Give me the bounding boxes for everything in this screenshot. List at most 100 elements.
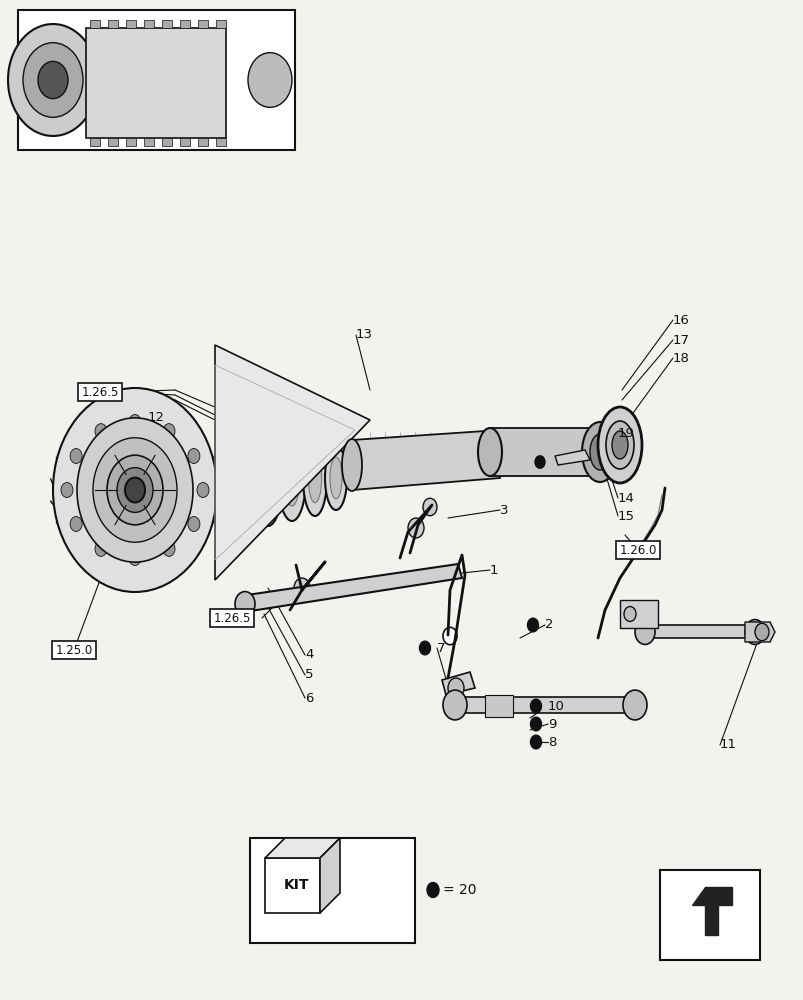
Ellipse shape: [324, 446, 347, 510]
Ellipse shape: [303, 440, 327, 516]
Bar: [180, 20, 190, 28]
Text: 1.25.0: 1.25.0: [55, 644, 92, 656]
Circle shape: [117, 468, 153, 512]
Polygon shape: [744, 622, 774, 642]
Polygon shape: [454, 697, 634, 713]
Bar: [216, 20, 226, 28]
Circle shape: [163, 541, 175, 556]
Text: 13: 13: [356, 328, 373, 342]
Text: 3: 3: [499, 504, 507, 516]
Circle shape: [530, 717, 541, 731]
Bar: [126, 138, 136, 146]
Circle shape: [77, 418, 193, 562]
Circle shape: [622, 690, 646, 720]
Polygon shape: [265, 858, 320, 913]
Text: 16: 16: [672, 314, 689, 327]
Circle shape: [530, 699, 541, 713]
Ellipse shape: [478, 428, 501, 476]
Bar: [18, 10, 295, 150]
Circle shape: [247, 53, 291, 107]
Circle shape: [442, 690, 467, 720]
Bar: [161, 138, 172, 146]
Circle shape: [744, 620, 764, 644]
Text: 2: 2: [544, 618, 552, 632]
Circle shape: [61, 483, 73, 497]
Circle shape: [534, 456, 544, 468]
Circle shape: [442, 627, 456, 645]
Text: 10: 10: [548, 700, 565, 712]
Circle shape: [426, 883, 438, 897]
Text: 7: 7: [437, 642, 445, 654]
Bar: [198, 138, 208, 146]
Bar: [126, 20, 136, 28]
Ellipse shape: [329, 457, 341, 499]
Text: 1.26.5: 1.26.5: [81, 385, 119, 398]
Circle shape: [95, 424, 107, 439]
Polygon shape: [691, 887, 731, 935]
Text: 17: 17: [672, 334, 689, 347]
Text: 11: 11: [719, 738, 736, 752]
Bar: [108, 138, 118, 146]
Circle shape: [128, 415, 141, 429]
Bar: [198, 20, 208, 28]
Ellipse shape: [341, 439, 361, 491]
Circle shape: [93, 438, 177, 542]
Text: 14: 14: [618, 491, 634, 504]
Ellipse shape: [605, 421, 634, 469]
Circle shape: [95, 541, 107, 556]
Circle shape: [623, 607, 635, 621]
Bar: [144, 138, 154, 146]
Bar: [484, 695, 512, 717]
Text: 6: 6: [304, 692, 313, 704]
Circle shape: [70, 517, 82, 531]
Text: 8: 8: [548, 736, 556, 748]
Bar: [250, 838, 414, 943]
Text: 18: 18: [672, 352, 689, 364]
Bar: [90, 138, 100, 146]
Circle shape: [197, 483, 209, 497]
Polygon shape: [320, 838, 340, 913]
Polygon shape: [352, 430, 499, 490]
Circle shape: [188, 449, 200, 463]
Circle shape: [53, 388, 217, 592]
Polygon shape: [240, 564, 462, 612]
Circle shape: [107, 455, 163, 525]
Bar: [86, 28, 226, 138]
Circle shape: [188, 517, 200, 531]
Text: 1.26.0: 1.26.0: [618, 544, 656, 556]
Circle shape: [8, 24, 98, 136]
Text: = 20: = 20: [442, 883, 476, 897]
Circle shape: [163, 424, 175, 439]
Circle shape: [530, 735, 541, 749]
Text: 1: 1: [489, 563, 498, 576]
Circle shape: [23, 43, 83, 117]
Polygon shape: [442, 672, 475, 695]
Bar: [180, 138, 190, 146]
Ellipse shape: [229, 426, 261, 530]
Bar: [161, 20, 172, 28]
Ellipse shape: [581, 422, 618, 482]
Ellipse shape: [253, 430, 283, 526]
Circle shape: [419, 641, 430, 655]
Ellipse shape: [236, 444, 254, 512]
Text: 5: 5: [304, 669, 313, 682]
Circle shape: [407, 518, 423, 538]
Polygon shape: [265, 838, 340, 858]
Polygon shape: [644, 625, 754, 638]
Circle shape: [38, 61, 68, 99]
Circle shape: [128, 551, 141, 565]
Text: 19: 19: [618, 427, 634, 440]
Ellipse shape: [597, 407, 642, 483]
Circle shape: [294, 578, 310, 598]
Circle shape: [447, 678, 463, 698]
Polygon shape: [214, 345, 369, 580]
Bar: [108, 20, 118, 28]
Text: KIT: KIT: [284, 878, 309, 892]
Polygon shape: [489, 428, 599, 476]
Bar: [144, 20, 154, 28]
Ellipse shape: [259, 447, 276, 509]
Text: 4: 4: [304, 648, 313, 662]
Bar: [90, 20, 100, 28]
Bar: [619, 600, 657, 628]
Text: 12: 12: [148, 411, 165, 424]
